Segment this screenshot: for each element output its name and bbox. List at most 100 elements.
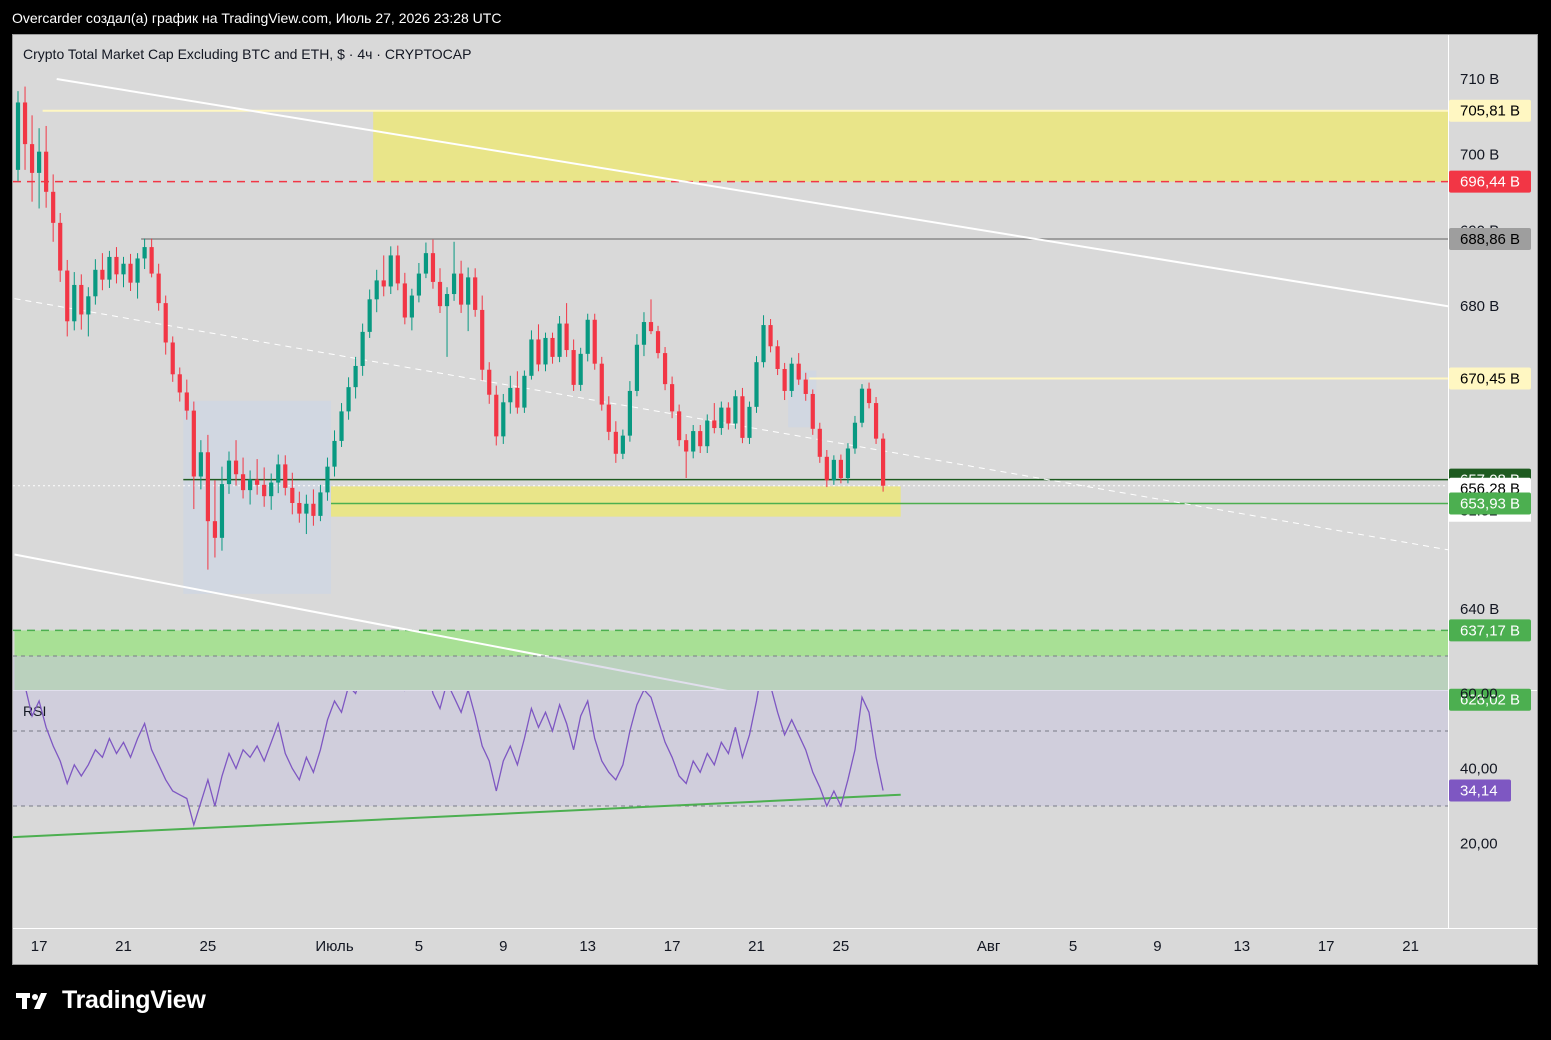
chart-frame[interactable]: Crypto Total Market Cap Excluding BTC an… <box>12 34 1538 965</box>
candle-body <box>360 331 365 366</box>
candle-body <box>332 440 337 467</box>
candle-body <box>409 295 414 318</box>
candle-body <box>522 375 527 408</box>
price-badge-label: 705,81 B <box>1460 103 1520 120</box>
candle-body <box>494 394 499 437</box>
candle-body <box>817 428 822 457</box>
candle-body <box>135 258 140 283</box>
candle-body <box>606 404 611 432</box>
candle-body <box>205 452 210 522</box>
candle-body <box>58 222 63 271</box>
candle-body <box>367 299 372 332</box>
demand-zone-small <box>331 486 901 517</box>
candle-body <box>662 353 668 385</box>
chart-title: Crypto Total Market Cap Excluding BTC an… <box>23 46 471 62</box>
price-badge-label: 670,45 B <box>1460 370 1520 387</box>
candle-body <box>51 191 56 223</box>
time-tick-label: 25 <box>200 938 217 955</box>
candle-body <box>248 479 253 491</box>
time-tick-label: 9 <box>499 938 507 955</box>
candle-body <box>592 319 597 364</box>
chart-canvas[interactable]: Crypto Total Market Cap Excluding BTC an… <box>13 35 1537 964</box>
tradingview-logo-icon <box>16 992 47 1009</box>
candle-body <box>564 323 569 351</box>
time-tick-label: 21 <box>115 938 132 955</box>
candle-body <box>852 422 858 449</box>
tradingview-brand[interactable]: TradingView <box>16 986 206 1015</box>
candle-body <box>72 284 77 322</box>
candle-body <box>226 460 232 485</box>
time-tick-label: 5 <box>415 938 423 955</box>
time-tick-label: 21 <box>748 938 765 955</box>
candle-body <box>873 403 879 439</box>
rsi-tick-label: 20,00 <box>1460 836 1498 853</box>
candle-body <box>423 253 429 274</box>
candle-body <box>269 482 274 497</box>
candle-body <box>845 448 851 479</box>
candle-body <box>719 407 724 429</box>
price-badge-label: 637,17 B <box>1460 622 1520 639</box>
candle-body <box>599 363 604 405</box>
candle-body <box>641 322 647 345</box>
time-tick-label: 17 <box>1318 938 1335 955</box>
candle-body <box>290 487 295 503</box>
candle-body <box>283 464 288 488</box>
candle-body <box>29 144 35 173</box>
candle-body <box>86 296 91 315</box>
publish-info: Overcarder создал(а) график на TradingVi… <box>12 10 502 26</box>
candle-body <box>65 270 70 322</box>
candle-body <box>276 464 281 483</box>
candle-body <box>733 396 738 424</box>
candle-body <box>466 277 471 305</box>
time-tick-label: Июль <box>315 938 353 955</box>
candle-body <box>107 256 112 280</box>
rsi-tick-label: 60,00 <box>1460 686 1498 703</box>
candle-body <box>262 484 267 497</box>
candle-body <box>585 319 590 354</box>
candle-body <box>473 277 478 310</box>
candle-body <box>374 280 379 300</box>
time-tick-label: 13 <box>579 938 596 955</box>
candle-body <box>803 379 808 394</box>
candle-body <box>388 255 393 287</box>
time-tick-label: 5 <box>1069 938 1077 955</box>
candle-body <box>881 438 886 486</box>
price-badge-label: 696,44 B <box>1460 174 1520 191</box>
candle-body <box>219 484 225 538</box>
price-badge <box>1449 367 1531 390</box>
candle-body <box>142 247 147 259</box>
candle-body <box>487 369 492 395</box>
rsi-current-label: 34,14 <box>1460 782 1498 799</box>
candle-body <box>754 362 759 407</box>
candle-body <box>620 435 625 454</box>
candle-body <box>353 365 358 388</box>
candle-body <box>177 374 182 393</box>
candle-body <box>677 411 682 441</box>
time-tick-label: Авг <box>977 938 1001 955</box>
supply-zone <box>373 110 1448 182</box>
price-badge <box>1449 492 1531 515</box>
rsi-current-badge <box>1449 779 1511 802</box>
candle-body <box>255 479 260 485</box>
candle-body <box>437 281 443 307</box>
candle-body <box>395 255 400 284</box>
price-badge-label: 688,86 B <box>1460 231 1520 248</box>
time-tick-label: 9 <box>1153 938 1161 955</box>
candle-body <box>866 388 872 404</box>
candle-body <box>156 273 161 304</box>
candle-body <box>381 280 386 287</box>
candle-body <box>543 337 548 365</box>
candle-body <box>430 253 436 282</box>
candle-body <box>627 390 632 436</box>
candle-body <box>15 102 21 170</box>
price-tick-label: 640 B <box>1460 601 1499 618</box>
candle-body <box>37 151 42 173</box>
candle-body <box>824 456 829 481</box>
candle-body <box>297 503 302 514</box>
candle-body <box>810 393 815 429</box>
candle-body <box>648 322 654 332</box>
candle-body <box>775 346 780 369</box>
candle-body <box>93 269 98 297</box>
candle-body <box>726 407 731 424</box>
candle-body <box>311 503 316 516</box>
